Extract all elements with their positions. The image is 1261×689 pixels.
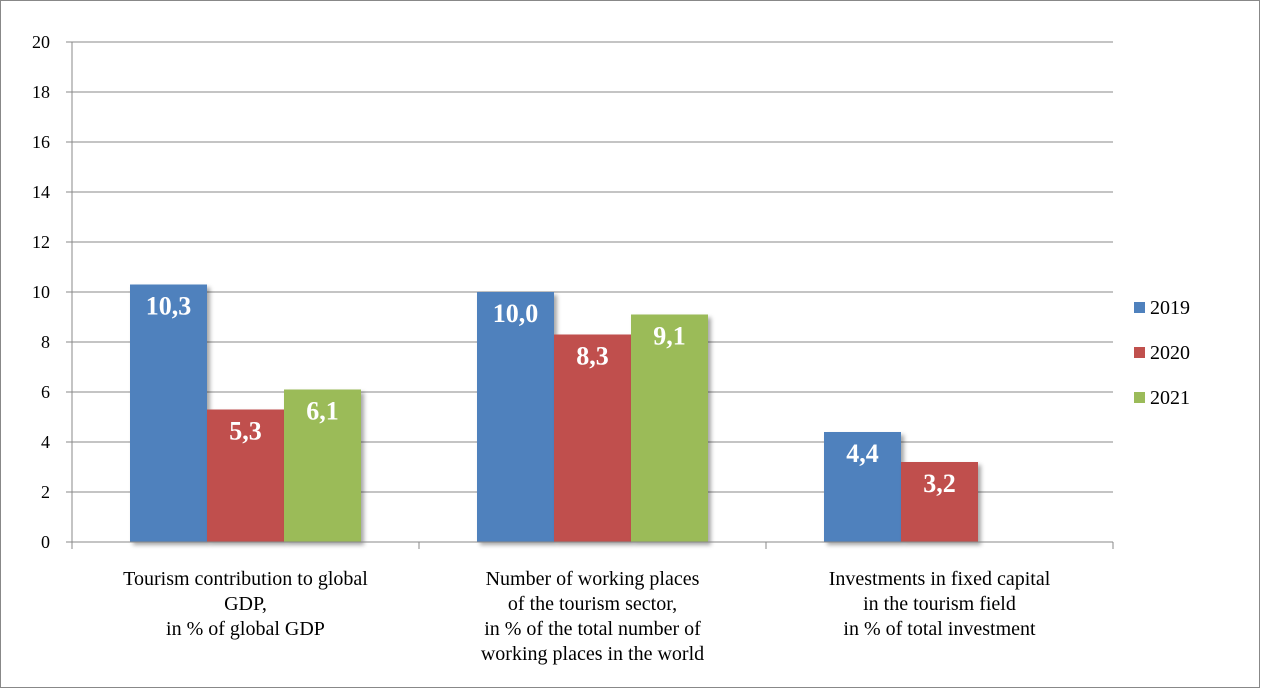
y-tick-label: 18 [32,82,50,102]
y-tick-label: 4 [41,432,50,452]
x-tick-label: Investments in fixed capital in the touri… [829,568,1051,640]
bar [554,334,631,542]
bar [477,292,554,542]
legend-swatch [1134,347,1145,358]
x-tick-label: Number of working places of the tourism s… [481,568,704,665]
data-label: 4,4 [846,439,879,468]
bar [901,462,978,542]
bar [824,432,901,542]
bar [631,314,708,542]
y-tick-label: 12 [32,232,50,252]
legend-label: 2021 [1150,387,1190,409]
y-tick-label: 10 [32,282,50,302]
data-label: 10,3 [146,292,192,321]
bar [207,409,284,542]
data-label: 6,1 [306,397,339,426]
data-label: 10,0 [493,299,539,328]
x-tick-label: Tourism contribution to global GDP, in % o… [123,568,368,640]
legend-label: 2019 [1150,297,1190,319]
y-tick-label: 14 [32,182,50,202]
legend-label: 2020 [1150,342,1190,364]
y-tick-label: 0 [41,532,50,552]
data-label: 9,1 [653,322,686,351]
bar [284,389,361,542]
legend-swatch [1134,392,1145,403]
y-tick-label: 16 [32,132,50,152]
y-tick-label: 8 [41,332,50,352]
y-tick-label: 6 [41,382,50,402]
y-tick-label: 2 [41,482,50,502]
data-label: 8,3 [576,342,609,371]
bar [130,284,207,542]
data-label: 3,2 [923,469,956,498]
data-label: 5,3 [229,417,262,446]
y-tick-label: 20 [32,32,50,52]
legend-swatch [1134,302,1145,313]
